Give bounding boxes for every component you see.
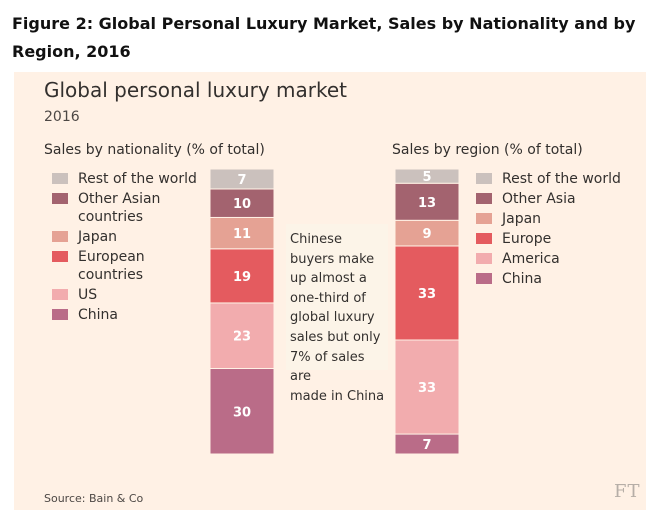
- data-label: 7: [422, 438, 431, 453]
- region-chart-title: Sales by region (% of total): [392, 142, 583, 158]
- callout-line: Chinese: [290, 232, 342, 247]
- data-label: 5: [422, 170, 431, 185]
- figure-caption: Figure 2: Global Personal Luxury Market,…: [12, 14, 636, 61]
- callout-line: made in China: [290, 388, 385, 404]
- legend-swatch: [476, 173, 492, 184]
- source-note: Source: Bain & Co: [44, 492, 144, 505]
- bar-segment-china: [209, 368, 275, 455]
- data-label: 30: [233, 405, 251, 420]
- data-label: 10: [233, 197, 251, 212]
- callout-line: buyers make: [290, 251, 375, 267]
- legend-swatch: [52, 173, 68, 184]
- bar-segment-rest-of-the-world: [209, 168, 275, 190]
- legend-swatch: [476, 253, 492, 264]
- legend-label: China: [502, 271, 542, 287]
- bar-segment-us: [209, 302, 275, 369]
- data-label: 19: [233, 270, 251, 285]
- legend-label: Rest of the world: [502, 171, 621, 187]
- legend-label: European: [78, 249, 145, 265]
- legend-swatch: [52, 251, 68, 262]
- data-label: 23: [233, 330, 251, 345]
- legend-label: Other Asian: [78, 191, 160, 207]
- bar-segment-other-asia: [394, 182, 460, 221]
- bar-segment-japan: [209, 216, 275, 250]
- chart-panel: Global personal luxury market 2016 Sales…: [14, 72, 646, 510]
- bar-segment-european-countries: [209, 248, 275, 304]
- nationality-chart-title: Sales by nationality (% of total): [44, 142, 265, 158]
- legend-label: Europe: [502, 231, 551, 247]
- callout-box: Chinese buyers make up almost a one-thir…: [286, 224, 388, 404]
- legend-swatch: [476, 193, 492, 204]
- data-label: 33: [418, 381, 436, 396]
- legend-swatch: [476, 233, 492, 244]
- legend-swatch: [52, 289, 68, 300]
- legend-label: America: [502, 251, 560, 267]
- data-label: 11: [233, 227, 251, 242]
- callout-line: 7% of sales are: [290, 349, 365, 385]
- legend-label: China: [78, 307, 118, 323]
- callout-line: one-third of: [290, 290, 366, 306]
- bar-segment-america: [394, 339, 460, 435]
- chart-title: Global personal luxury market: [44, 78, 348, 102]
- legend-swatch: [52, 309, 68, 320]
- ft-logo: FT: [614, 481, 641, 502]
- legend-swatch: [52, 193, 68, 204]
- legend-label: countries: [78, 209, 143, 225]
- data-label: 9: [422, 227, 431, 242]
- legend-label: Other Asia: [502, 191, 576, 207]
- data-label: 33: [418, 287, 436, 302]
- callout-line: up almost a: [290, 271, 367, 287]
- callout-line: global luxury: [290, 310, 375, 326]
- legend-swatch: [476, 213, 492, 224]
- legend-label: countries: [78, 267, 143, 283]
- legend-label: Japan: [501, 211, 541, 227]
- bar-segment-europe: [394, 245, 460, 341]
- bar-segment-other-asian-countries: [209, 188, 275, 218]
- data-label: 7: [237, 173, 246, 188]
- legend-label: US: [78, 287, 97, 303]
- callout-line: sales but only: [290, 329, 381, 345]
- data-label: 13: [418, 196, 436, 211]
- stacked-bar-charts: 30 23 19 11 10 7 Rest of the world Other Asian c…: [52, 168, 621, 455]
- bar-segment-rest-of-the-world: [394, 168, 460, 184]
- legend-swatch: [52, 231, 68, 242]
- legend-label: Japan: [77, 229, 117, 245]
- legend-swatch: [476, 273, 492, 284]
- chart-year: 2016: [44, 109, 80, 125]
- legend-label: Rest of the world: [78, 171, 197, 187]
- bar-segment-japan: [394, 219, 460, 247]
